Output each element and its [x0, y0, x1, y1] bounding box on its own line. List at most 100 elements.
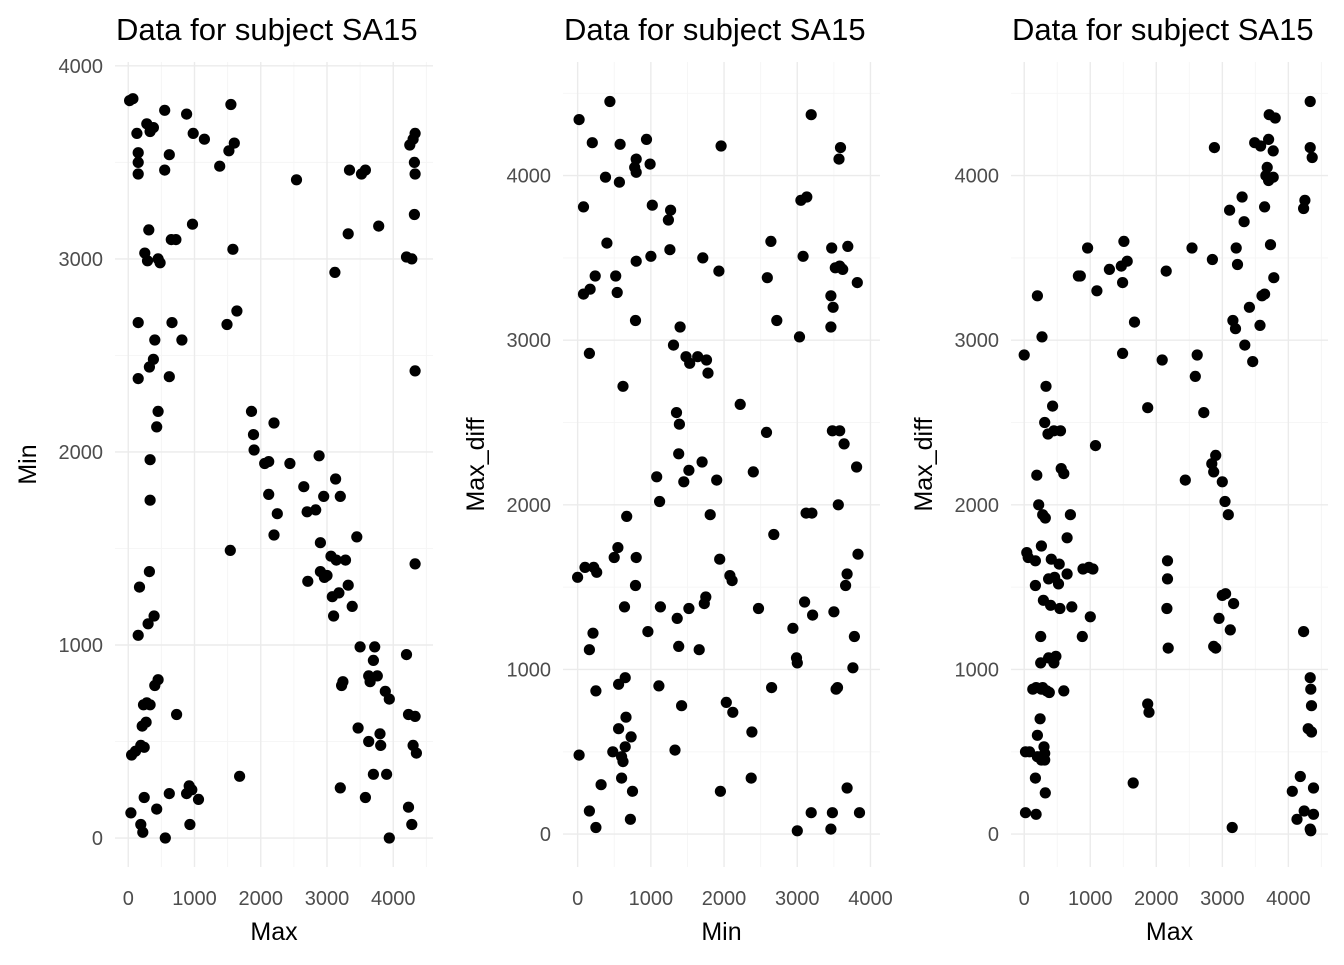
data-point — [125, 807, 137, 819]
data-point — [374, 728, 386, 740]
data-point — [693, 644, 705, 656]
data-point — [1305, 683, 1317, 695]
data-point — [373, 220, 385, 232]
data-point — [614, 138, 626, 150]
data-point — [221, 318, 233, 331]
data-point — [587, 627, 599, 639]
data-point — [1261, 161, 1273, 173]
y-tick-label: 0 — [540, 824, 551, 846]
x-tick-label: 0 — [572, 888, 583, 910]
data-point — [152, 674, 164, 686]
data-point — [838, 438, 850, 450]
data-point — [1208, 466, 1220, 478]
data-point — [1286, 785, 1298, 797]
y-axis-label: Max_diff — [910, 417, 938, 511]
data-point — [841, 568, 853, 580]
data-point — [761, 272, 773, 284]
data-point — [1156, 354, 1168, 366]
y-tick-label: 4000 — [59, 56, 104, 78]
data-point — [409, 168, 421, 180]
data-point — [1294, 770, 1306, 783]
data-point — [138, 741, 150, 753]
data-point — [298, 481, 310, 493]
data-point — [1117, 277, 1129, 289]
data-point — [1228, 598, 1240, 610]
data-point — [1053, 558, 1065, 570]
y-tick-label: 1000 — [955, 659, 1000, 681]
data-point — [616, 772, 628, 784]
data-point — [406, 253, 418, 265]
data-point — [231, 305, 243, 317]
data-point — [247, 429, 260, 441]
data-point — [314, 537, 326, 549]
data-point — [787, 622, 799, 634]
data-point — [832, 499, 844, 511]
data-point — [1029, 579, 1041, 592]
data-point — [583, 805, 596, 817]
data-point — [343, 164, 356, 176]
data-point — [629, 314, 642, 327]
data-point — [184, 818, 196, 831]
data-point — [696, 456, 708, 468]
data-point — [1061, 568, 1073, 580]
data-point — [715, 140, 727, 152]
data-point — [851, 277, 863, 289]
data-point — [151, 421, 163, 433]
data-point — [187, 127, 199, 139]
data-point — [837, 263, 849, 275]
data-point — [653, 680, 665, 692]
data-point — [367, 654, 379, 667]
data-point — [144, 454, 156, 466]
data-point — [1033, 499, 1045, 511]
data-point — [1306, 151, 1318, 164]
data-point — [1307, 808, 1320, 820]
data-point — [617, 380, 629, 392]
data-point — [665, 204, 677, 216]
x-tick-label: 4000 — [371, 888, 416, 910]
data-point — [765, 235, 777, 247]
data-point — [683, 602, 695, 615]
data-point — [618, 601, 631, 613]
chart-title: Data for subject SA15 — [564, 12, 866, 47]
data-point — [367, 768, 379, 780]
data-point — [583, 347, 596, 359]
x-tick-label: 2000 — [702, 888, 747, 910]
data-point — [359, 164, 371, 176]
data-point — [163, 371, 175, 383]
data-point — [640, 133, 653, 145]
data-point — [1127, 777, 1139, 789]
data-point — [1231, 258, 1244, 271]
data-point — [234, 770, 246, 782]
data-point — [1236, 191, 1248, 203]
data-point — [799, 596, 811, 608]
x-tick-label: 2000 — [239, 888, 284, 910]
x-axis-label: Max — [250, 918, 298, 946]
y-tick-label: 3000 — [507, 330, 552, 352]
data-point — [224, 544, 236, 557]
data-point — [840, 579, 852, 592]
data-point — [1247, 356, 1259, 368]
chart-title: Data for subject SA15 — [1012, 12, 1314, 47]
data-point — [144, 494, 156, 506]
data-point — [1142, 698, 1154, 710]
data-point — [700, 591, 712, 603]
data-point — [339, 554, 352, 566]
data-point — [673, 448, 685, 460]
data-point — [141, 255, 154, 267]
data-point — [577, 201, 590, 213]
data-point — [747, 466, 759, 478]
data-point — [406, 818, 418, 831]
data-point — [1161, 573, 1174, 585]
y-tick-label: 1000 — [59, 635, 104, 657]
x-tick-label: 3000 — [775, 888, 820, 910]
data-point — [159, 832, 171, 844]
data-point — [752, 602, 765, 615]
y-tick-label: 2000 — [59, 442, 104, 464]
data-point — [590, 821, 602, 834]
data-point — [619, 741, 631, 753]
data-point — [1061, 532, 1073, 544]
data-point — [1267, 171, 1279, 183]
data-point — [225, 98, 237, 111]
data-point — [766, 682, 778, 694]
x-tick-label: 0 — [1019, 888, 1030, 910]
